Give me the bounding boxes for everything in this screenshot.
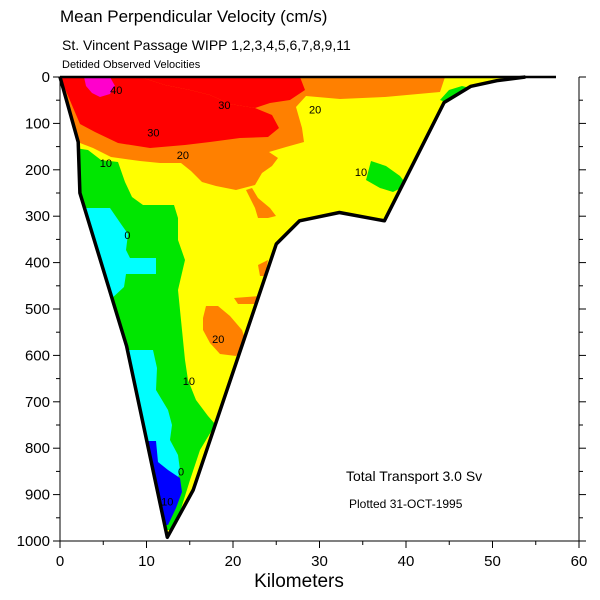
x-tick-label: 60 bbox=[571, 553, 588, 570]
chart-subtitle: St. Vincent Passage WIPP 1,2,3,4,5,6,7,8… bbox=[62, 37, 351, 53]
contour-label: 10 bbox=[100, 158, 112, 170]
contour-label: 0 bbox=[124, 230, 130, 242]
region-orange-small bbox=[234, 296, 260, 304]
y-tick-label: 100 bbox=[25, 115, 50, 132]
contour-label: 40 bbox=[110, 85, 122, 97]
y-tick-label: 800 bbox=[25, 440, 50, 457]
contour-label: 20 bbox=[309, 104, 321, 116]
x-tick-label: 10 bbox=[138, 553, 155, 570]
chart-subtitle-2: Detided Observed Velocities bbox=[62, 59, 201, 71]
y-tick-label: 700 bbox=[25, 394, 50, 411]
contour-label: 30 bbox=[218, 100, 230, 112]
contour-label: 20 bbox=[212, 334, 224, 346]
contour-label: 30 bbox=[147, 128, 159, 140]
region-red bbox=[60, 77, 279, 148]
region-orange-mid bbox=[203, 306, 247, 356]
y-tick-label: 400 bbox=[25, 255, 50, 272]
x-tick-label: 0 bbox=[56, 553, 64, 570]
y-tick-label: 900 bbox=[25, 487, 50, 504]
region-red-top bbox=[140, 77, 305, 108]
contour-labels: 40 30 20 30 20 10 10 0 20 10 0 10 bbox=[100, 85, 367, 509]
x-tick-label: 50 bbox=[484, 553, 501, 570]
x-tick-label: 40 bbox=[398, 553, 415, 570]
y-tick-label: 600 bbox=[25, 347, 50, 364]
x-tick-label: 20 bbox=[225, 553, 242, 570]
region-green-right bbox=[366, 161, 407, 192]
contour-label: 20 bbox=[177, 150, 189, 162]
region-orange-lobe bbox=[246, 188, 276, 218]
plotted-date-annotation: Plotted 31-OCT-1995 bbox=[349, 497, 463, 511]
contour-label: 10 bbox=[355, 167, 367, 179]
y-tick-label: 300 bbox=[25, 208, 50, 225]
y-tick-label: 0 bbox=[42, 69, 50, 86]
y-tick-label: 200 bbox=[25, 162, 50, 179]
axis-ticks bbox=[53, 76, 586, 548]
chart-title: Mean Perpendicular Velocity (cm/s) bbox=[60, 7, 327, 26]
x-axis-label: Kilometers bbox=[254, 571, 344, 592]
contour-label: 10 bbox=[183, 376, 195, 388]
axis-tick-labels: 0 10 20 30 40 50 60010020030040050060070080090… bbox=[17, 69, 588, 570]
contour-label: 0 bbox=[178, 466, 184, 478]
x-tick-label: 30 bbox=[311, 553, 328, 570]
y-tick-label: 1000 bbox=[17, 533, 50, 550]
region-magenta bbox=[84, 77, 115, 97]
contour-label: 10 bbox=[161, 497, 173, 509]
y-tick-label: 500 bbox=[25, 301, 50, 318]
bathymetry-outline bbox=[58, 75, 526, 540]
transport-annotation: Total Transport 3.0 Sv bbox=[346, 468, 482, 484]
